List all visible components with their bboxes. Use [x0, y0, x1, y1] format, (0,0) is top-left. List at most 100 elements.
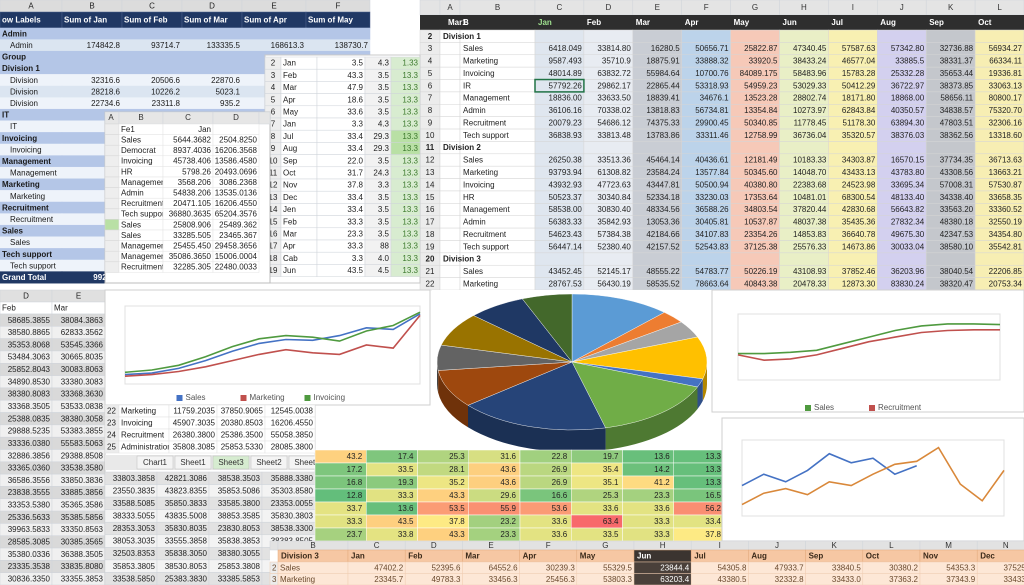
sheet-tab[interactable]	[174, 455, 212, 470]
header-cell: Sum of Apr	[244, 16, 287, 25]
cell-value: 22865.44	[646, 81, 680, 90]
sheet-cell: 38053.3035	[113, 537, 156, 546]
month-cell: Cab	[283, 254, 298, 263]
cell-value: 24523.98	[842, 180, 876, 189]
sheet-tab-label: Sheet3	[218, 458, 244, 467]
sheet-cell: 33380.3083	[61, 377, 104, 386]
cell-value: 74375.33	[646, 118, 680, 127]
cell-value: 48133.40	[891, 193, 925, 202]
sheet-cell: 33368.3505	[8, 402, 51, 411]
legend-label: Recruitment	[878, 403, 922, 412]
header-cell: Dec	[980, 552, 995, 561]
month-cell: 3.5	[378, 83, 390, 92]
header-cell: Jan	[351, 552, 365, 561]
month-cell: 22.0	[347, 156, 363, 165]
sheet-cell: 37525.6	[1003, 563, 1024, 572]
sheet-cell: 39963.5833	[8, 525, 51, 534]
cell-value: 11778.45	[794, 118, 827, 127]
row-label: Sales	[463, 156, 483, 165]
cell	[925, 252, 976, 266]
header-cell: Jan	[538, 18, 552, 27]
sheet-cell: 35303.8580	[271, 486, 314, 495]
pie-side	[697, 378, 703, 409]
month-cell: 17	[269, 242, 278, 251]
row-number: 22	[426, 279, 435, 288]
cell-value: 36106.16	[549, 106, 583, 115]
column-letter: C	[149, 2, 155, 11]
month-cell: 13.3	[402, 266, 418, 275]
cell-value: 27832.34	[891, 218, 925, 227]
month-cell: Sep	[283, 156, 298, 165]
sheet-cell: 3568.206	[178, 178, 212, 187]
sheet-tab[interactable]	[212, 455, 250, 470]
month-cell: Jul	[283, 132, 293, 141]
month-cell: 13.3	[402, 217, 418, 226]
cell-value: 22206.85	[989, 267, 1023, 276]
sheet-cell: 62833.3562	[61, 328, 104, 337]
row-label: Tech support	[463, 242, 510, 251]
sheet-cell: 35850.3833	[165, 499, 208, 508]
cell	[681, 29, 731, 43]
row-number: 5	[428, 69, 433, 78]
cell-value: 34803.54	[744, 205, 778, 214]
cell	[877, 29, 927, 43]
legend-label: Sales	[186, 393, 206, 402]
sheet-tab-label: Chart1	[143, 458, 168, 467]
column-letter: C	[185, 113, 191, 122]
row-label: Management	[463, 94, 510, 103]
sheet-cell: 25386.3500	[221, 431, 264, 440]
header-cell: Oct	[978, 18, 992, 27]
column-letter: C	[374, 541, 380, 550]
cell	[974, 252, 1024, 266]
pie-slice	[521, 293, 573, 363]
cell	[419, 0, 441, 16]
header-cell: Apr	[685, 18, 699, 27]
cell-value: 48037.38	[793, 218, 827, 227]
column-letter: D	[209, 2, 215, 11]
cell-value: 49675.30	[891, 230, 925, 239]
sheet-cell: 33353.5380	[8, 501, 51, 510]
sheet-tab[interactable]	[250, 455, 288, 470]
cell	[439, 277, 461, 291]
cell-value: 14673.86	[842, 242, 876, 251]
heat-value: 13.6	[398, 504, 414, 513]
sheet-tab[interactable]	[136, 455, 174, 470]
sheet-cell: 54353.3	[946, 563, 975, 572]
column-letter: E	[655, 3, 660, 12]
heat-value: 63.4	[603, 517, 619, 526]
sheet-cell: 38538.3503	[218, 474, 261, 483]
cell-value: 26250.38	[549, 156, 583, 165]
sheet-cell: 33433.2	[1003, 575, 1024, 584]
column-letter: F	[546, 541, 551, 550]
sheet-cell: 30836.3350	[8, 574, 51, 583]
month-cell: 13.3	[402, 108, 418, 117]
cell	[974, 141, 1024, 155]
sheet-cell: 25455.450	[173, 242, 211, 251]
month-cell: Oct	[283, 169, 296, 178]
cell	[459, 79, 536, 93]
cell-value: 29862.17	[597, 81, 631, 90]
heat-value: 33.6	[654, 504, 670, 513]
row-number-cell	[104, 219, 120, 231]
cell-value: 18839.41	[646, 94, 680, 103]
cell	[439, 66, 461, 80]
cell	[390, 264, 421, 277]
sheet-cell: 35853.3805	[113, 562, 156, 571]
cell-value: 13783.86	[646, 131, 680, 140]
row-number-cell	[104, 134, 120, 146]
column-letter: C	[557, 3, 563, 12]
month-cell: Jen	[283, 205, 296, 214]
sheet-cell: 25388.0835	[8, 414, 51, 423]
cell-value: 38580.10	[940, 242, 974, 251]
pivot-cell: 138730.7	[335, 41, 369, 50]
column-letter: I	[719, 541, 721, 550]
pivot-cell: Admin	[2, 29, 27, 38]
row-number: 2	[428, 32, 433, 41]
cell-value: 84089.175	[740, 69, 778, 78]
sheet-cell: 43835.5008	[165, 512, 208, 521]
row-label: IR	[463, 81, 471, 90]
sheet-cell: Jan	[198, 125, 211, 134]
sheet-cell: 45738.406	[173, 157, 211, 166]
heat-value: 33.4	[705, 517, 721, 526]
header-cell: Aug	[751, 552, 767, 561]
